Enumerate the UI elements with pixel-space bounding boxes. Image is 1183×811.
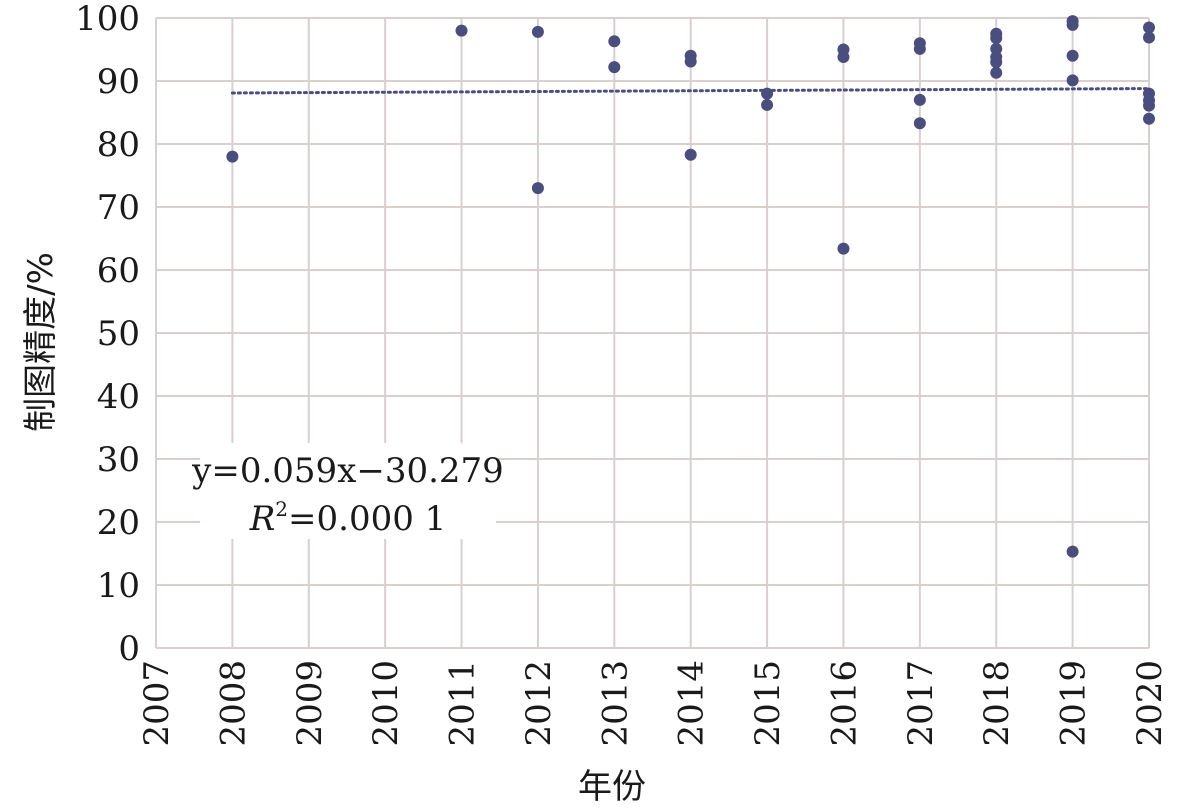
data-point-1: [455, 24, 468, 37]
data-point-28: [1066, 545, 1079, 558]
x-tick-label-2012: 2012: [519, 660, 559, 747]
data-point-8: [684, 148, 697, 161]
y-tick-label-80: 80: [97, 125, 140, 165]
data-point-26: [1066, 49, 1079, 62]
data-point-33: [1143, 99, 1155, 112]
x-tick-label-2009: 2009: [290, 660, 330, 747]
x-tick-label-2018: 2018: [977, 660, 1017, 747]
y-tick-label-0: 0: [118, 629, 140, 669]
y-tick-label-30: 30: [97, 440, 140, 480]
data-point-34: [1143, 112, 1155, 125]
annotation-background: [200, 443, 496, 539]
trendline: [230, 87, 1151, 95]
x-tick-label-2015: 2015: [748, 660, 788, 747]
data-point-19: [990, 32, 1003, 45]
x-tick-label-2011: 2011: [443, 660, 483, 747]
y-tick-label-90: 90: [97, 62, 140, 102]
y-tick-label-10: 10: [97, 566, 140, 606]
x-tick-label-2010: 2010: [366, 660, 406, 747]
data-point-17: [913, 117, 926, 130]
y-tick-label-40: 40: [97, 377, 140, 417]
regression-equation: y=0.059x−30.279: [191, 451, 504, 491]
x-axis-title: 年份: [578, 767, 646, 807]
r-squared-label: R2=0.000 1: [249, 497, 447, 539]
x-tick-label-2019: 2019: [1054, 660, 1094, 747]
data-points: [226, 15, 1155, 558]
data-point-23: [990, 66, 1003, 79]
data-point-15: [913, 42, 926, 55]
data-point-30: [1143, 31, 1155, 44]
y-tick-label-20: 20: [97, 503, 140, 543]
data-point-2: [531, 25, 544, 38]
y-tick-label-60: 60: [97, 251, 140, 291]
regression-annotation: y=0.059x−30.279 R2=0.000 1: [191, 443, 504, 539]
x-tick-label-2017: 2017: [901, 660, 941, 747]
x-tick-label-2008: 2008: [213, 660, 253, 747]
x-tick-labels: 2007 2008 2009 2010 2011 2012 2013 2014 2015 2016…: [137, 660, 1170, 747]
grid-lines: [155, 17, 1150, 649]
data-point-13: [837, 242, 850, 255]
data-point-9: [761, 87, 774, 100]
x-tick-label-2014: 2014: [672, 660, 712, 747]
r-squared-symbol: R: [249, 499, 276, 539]
data-point-25: [1066, 18, 1079, 31]
data-point-29: [1143, 21, 1155, 34]
r-squared-value: =0.000 1: [288, 499, 446, 539]
data-point-16: [913, 93, 926, 106]
data-point-3: [531, 182, 544, 195]
data-point-10: [761, 98, 774, 111]
y-tick-label-70: 70: [97, 188, 140, 228]
data-point-0: [226, 150, 239, 163]
r-squared-exponent: 2: [275, 497, 288, 521]
trendline-group: [230, 87, 1151, 95]
data-point-12: [837, 51, 850, 64]
data-point-5: [608, 61, 621, 74]
data-point-4: [608, 35, 621, 48]
x-tick-label-2007: 2007: [137, 660, 177, 747]
y-tick-label-50: 50: [97, 314, 140, 354]
y-tick-label-100: 100: [75, 0, 140, 39]
x-tick-label-2013: 2013: [595, 660, 635, 747]
x-tick-label-2020: 2020: [1130, 660, 1170, 747]
x-tick-label-2016: 2016: [824, 660, 864, 747]
y-axis-title: 制图精度/%: [21, 252, 61, 432]
data-point-22: [990, 56, 1003, 69]
data-point-27: [1066, 74, 1079, 87]
data-point-7: [684, 55, 697, 68]
y-tick-labels: 0 10 20 30 40 50 60 70 80 90 100: [75, 0, 140, 669]
